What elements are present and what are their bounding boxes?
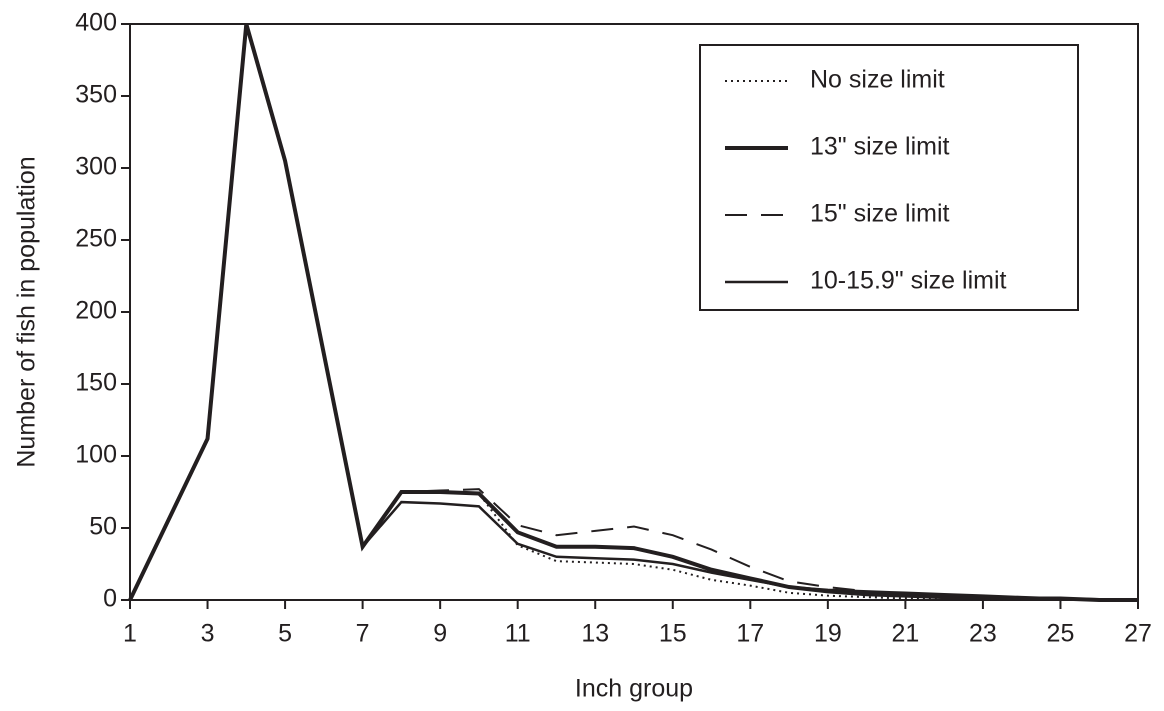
x-tick-label: 21 [891,620,919,648]
legend-label: 13" size limit [810,133,950,161]
y-tick-label: 200 [75,297,117,325]
series-line [129,23,1138,601]
legend-box [699,44,1079,311]
y-tick-label: 0 [103,585,117,613]
x-tick-label: 23 [969,620,997,648]
x-tick-label: 1 [123,620,137,648]
x-tick-label: 15 [659,620,687,648]
series-line [128,23,1139,602]
x-tick-label: 11 [505,620,531,648]
y-tick-label: 100 [75,441,117,469]
legend-label: 10-15.9" size limit [810,267,1007,295]
x-tick-label: 17 [736,620,764,648]
y-tick-label: 250 [75,225,117,253]
legend-label: 15" size limit [810,200,950,228]
x-tick-label: 7 [356,620,370,648]
y-tick-label: 350 [75,81,117,109]
x-tick-label: 19 [814,620,842,648]
x-tick-label: 25 [1047,620,1075,648]
legend-label: No size limit [810,66,945,94]
x-tick-label: 13 [581,620,609,648]
y-tick-label: 50 [89,513,117,541]
y-axis-label: Number of fish in population [13,156,41,467]
x-tick-label: 27 [1124,620,1152,648]
y-tick-label: 150 [75,369,117,397]
y-tick-label: 400 [75,9,117,37]
x-tick-label: 5 [278,620,292,648]
y-tick-label: 300 [75,153,117,181]
x-tick-label: 9 [433,620,447,648]
x-axis-label: Inch group [575,675,693,703]
x-tick-label: 3 [201,620,215,648]
